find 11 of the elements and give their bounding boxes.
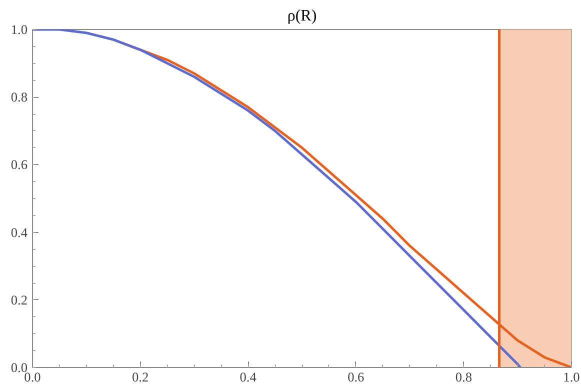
x-tick-label: 1.0 [563,370,580,384]
y-tick-label: 0.4 [10,224,28,240]
y-tick-label: 0.2 [10,292,28,308]
x-tick-label: 0.6 [348,370,365,384]
chart-title: ρ(R) [287,8,317,24]
x-tick-label: 0.8 [455,370,472,384]
y-tick-label: 1.0 [10,22,28,37]
y-tick-label: 0.8 [10,90,28,105]
y-tick-label: 0.6 [10,157,28,172]
x-tick-label: 0.2 [132,370,149,384]
x-tick-label: 0.4 [240,370,257,384]
